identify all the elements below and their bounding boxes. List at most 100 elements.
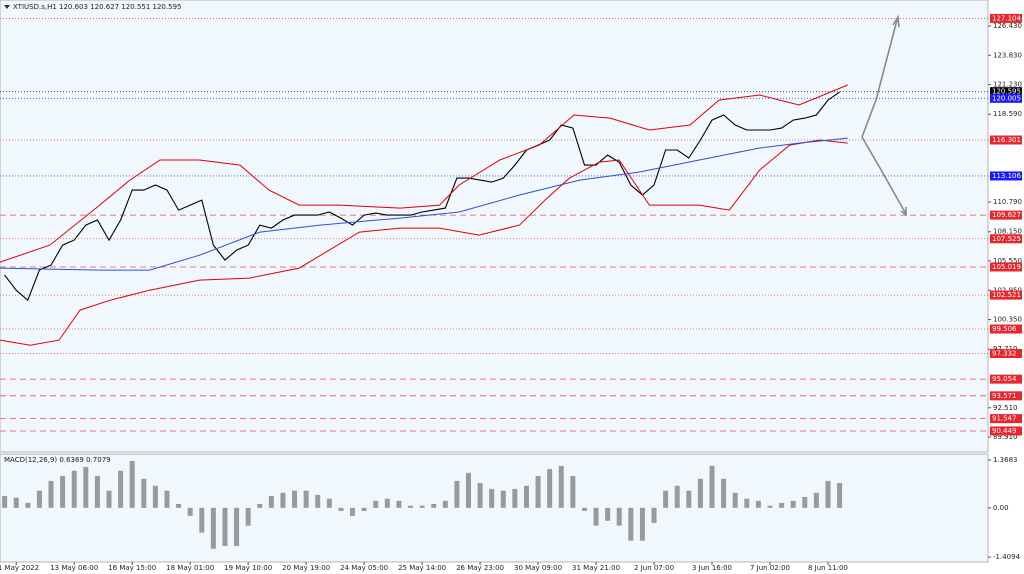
chart-title: XTIUSD.s,H1 120.603 120.627 120.551 120.…: [13, 3, 181, 11]
x-tick-label: 30 May 09:00: [514, 564, 562, 572]
macd-bar: [837, 483, 843, 508]
macd-bar: [326, 498, 332, 508]
indicator-line: [0, 139, 848, 346]
macd-bar: [721, 478, 727, 508]
x-tick-label: 8 Jun 11:00: [808, 564, 848, 572]
macd-bar: [338, 507, 344, 511]
macd-bar: [779, 502, 785, 508]
macd-bar: [570, 476, 576, 508]
level-label: 91.547: [992, 415, 1017, 423]
x-tick-label: 24 May 05:00: [340, 564, 388, 572]
level-label-box: [990, 135, 1022, 145]
x-tick-label: 20 May 19:00: [282, 564, 330, 572]
level-label-box: [990, 324, 1022, 334]
macd-bar: [558, 465, 564, 508]
x-tick-label: 13 May 06:00: [50, 564, 98, 572]
macd-bar: [790, 500, 796, 508]
macd-bar: [164, 490, 170, 508]
level-label: 120.595: [992, 88, 1021, 96]
macd-bar: [187, 507, 193, 516]
y-tick-label: 105.550: [993, 257, 1022, 265]
level-label-box: [990, 391, 1022, 401]
y-tick-label: 89.910: [993, 433, 1018, 441]
x-tick-label: 18 May 01:00: [166, 564, 214, 572]
macd-title: MACD(12,26,9) 0.6369 0.7079: [4, 456, 111, 464]
macd-bar: [523, 485, 529, 508]
y-tick-label: 92.510: [993, 404, 1018, 412]
macd-bar: [129, 460, 135, 508]
macd-bar: [350, 507, 356, 516]
macd-bar: [373, 500, 379, 508]
macd-bar: [489, 488, 495, 508]
macd-bar: [454, 480, 460, 508]
macd-bar: [535, 476, 541, 508]
macd-bar: [222, 507, 228, 546]
level-label-box: [990, 234, 1022, 244]
macd-bar: [408, 505, 414, 508]
macd-bar: [280, 492, 286, 508]
macd-bar: [118, 470, 124, 508]
macd-bar: [60, 476, 66, 508]
level-label: 116.301: [992, 136, 1021, 144]
macd-bar: [71, 470, 77, 508]
macd-bar: [13, 497, 19, 508]
y-tick-label: 121.230: [993, 81, 1022, 89]
y-tick-label: 123.830: [993, 51, 1022, 59]
x-tick-label: 3 Jun 16:00: [692, 564, 732, 572]
level-label: 97.332: [992, 349, 1017, 357]
level-label: 95.054: [992, 375, 1017, 383]
macd-bar: [663, 490, 669, 508]
level-label: 109.627: [992, 211, 1021, 219]
macd-bar: [94, 476, 100, 508]
y-tick-label: 118.590: [993, 110, 1022, 118]
macd-panel: [0, 453, 989, 563]
macd-bar: [628, 507, 634, 541]
macd-bar: [141, 478, 147, 508]
x-tick-label: 16 May 15:00: [108, 564, 156, 572]
macd-bar: [176, 503, 182, 508]
macd-bar: [384, 498, 390, 508]
macd-bar: [639, 507, 645, 541]
macd-bar: [605, 507, 611, 521]
price-line: [4, 91, 840, 302]
level-label: 120.005: [992, 94, 1021, 102]
level-label-box: [990, 348, 1022, 358]
y-tick-label: 126.430: [993, 22, 1022, 30]
macd-bar: [512, 488, 518, 508]
y-tick-label: 102.950: [993, 286, 1022, 294]
level-label-box: [990, 171, 1022, 181]
level-label-box: [990, 13, 1022, 23]
arrow-head: [892, 14, 900, 28]
x-tick-label: 7 Jun 02:00: [750, 564, 790, 572]
macd-bar: [744, 498, 750, 508]
macd-bar: [245, 507, 251, 526]
macd-bar: [419, 505, 425, 508]
macd-bar: [25, 502, 31, 508]
macd-bar: [303, 490, 309, 508]
macd-bar: [83, 466, 89, 508]
macd-bar: [825, 480, 831, 508]
level-label-box: [990, 414, 1022, 424]
macd-bar: [593, 507, 599, 526]
level-label-box: [990, 262, 1022, 272]
macd-bar: [257, 503, 263, 508]
macd-bar: [36, 490, 42, 508]
arrow-up: [861, 19, 898, 138]
macd-bar: [547, 469, 553, 508]
macd-bar: [2, 495, 8, 508]
macd-bar: [48, 480, 54, 508]
level-label: 90.449: [992, 427, 1017, 435]
macd-bar: [813, 492, 819, 508]
price-panel: [0, 0, 989, 453]
x-tick-label: 19 May 10:00: [224, 564, 272, 572]
macd-bar: [396, 500, 402, 508]
macd-bar: [767, 505, 773, 508]
level-label-box: [990, 93, 1022, 103]
macd-bar: [199, 507, 205, 533]
macd-bar: [234, 507, 240, 546]
level-label-box: [990, 374, 1022, 384]
macd-bar: [802, 496, 808, 508]
x-tick-label: 26 May 23:00: [456, 564, 504, 572]
macd-bar: [477, 483, 483, 508]
macd-bar: [500, 490, 506, 508]
